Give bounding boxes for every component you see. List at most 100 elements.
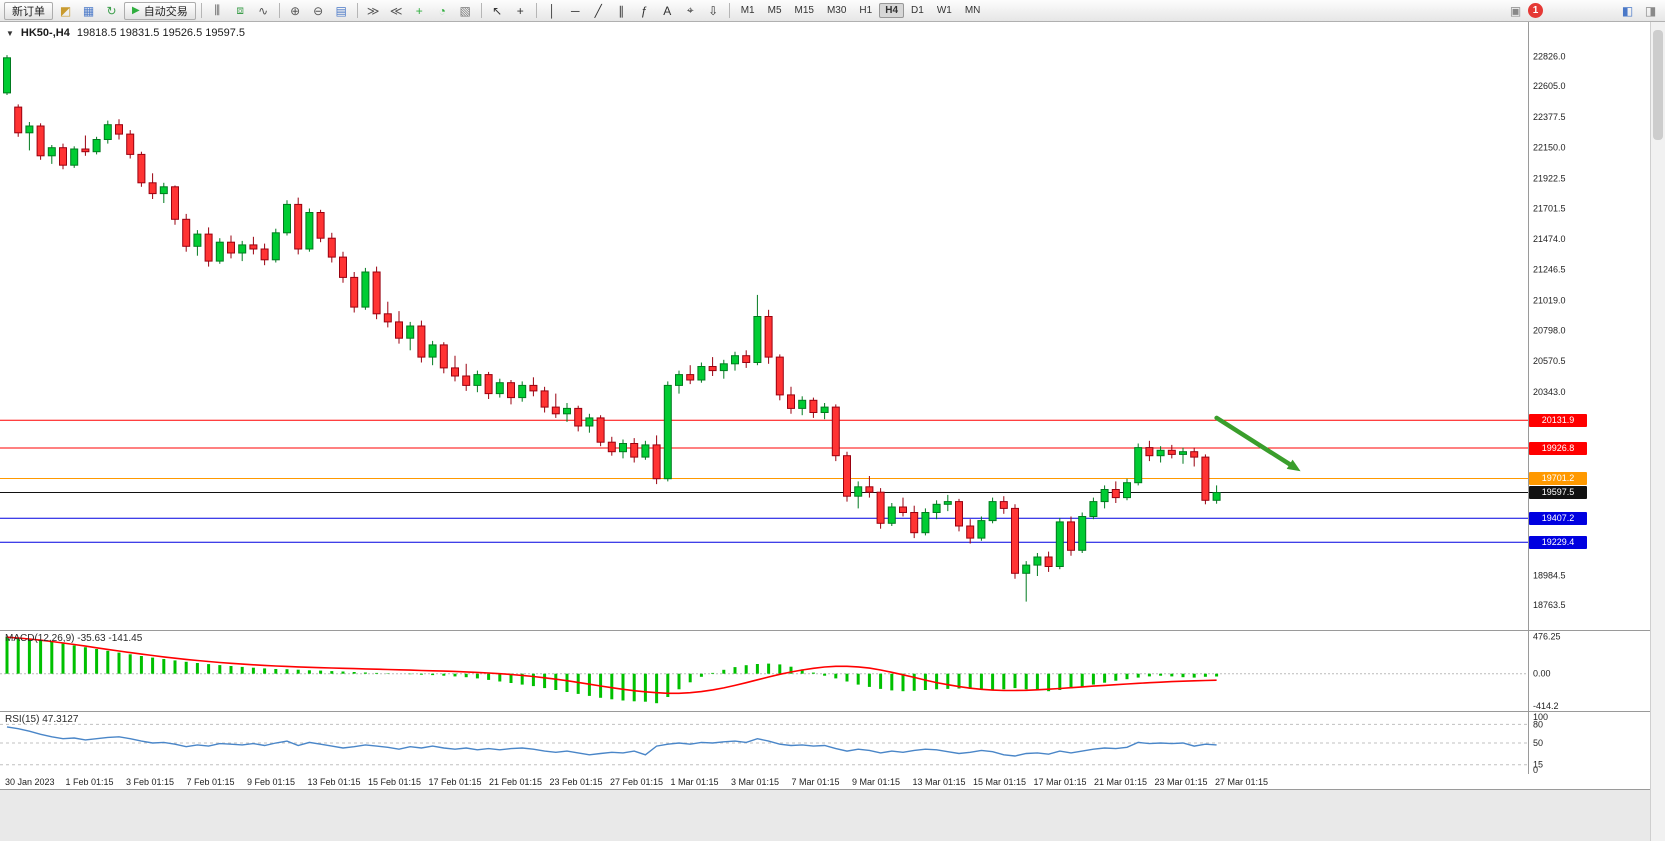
candle [1179, 451, 1187, 455]
crosshair-icon[interactable]: + [516, 3, 524, 18]
candle [417, 325, 426, 358]
candle [1156, 449, 1165, 457]
candle [350, 276, 359, 308]
candle [764, 316, 773, 358]
candle [641, 444, 650, 458]
candle [719, 363, 728, 372]
x-axis-label: 1 Feb 01:15 [65, 777, 114, 787]
price-level-badge: 19229.4 [1529, 535, 1587, 549]
candle [1145, 447, 1154, 457]
price-axis-border [1528, 22, 1529, 789]
candle [215, 241, 224, 262]
indicators-add-icon[interactable]: + [415, 3, 423, 18]
price-axis-tick: 22826.0 [1533, 51, 1566, 61]
timeframe-button-h1[interactable]: H1 [859, 5, 873, 16]
right-scrollbar[interactable] [1650, 22, 1665, 841]
pane-separator[interactable] [0, 630, 1650, 631]
timeframe-button-w1[interactable]: W1 [936, 5, 952, 16]
candle [775, 356, 784, 396]
candle [137, 153, 146, 184]
candle [182, 218, 191, 247]
profiles-icon[interactable]: ◩ [59, 3, 72, 18]
chart-shift-icon[interactable]: ≪ [389, 3, 403, 18]
cursor-icon[interactable]: ↖ [492, 3, 503, 18]
auto-trading-button[interactable]: ▶ 自动交易 [124, 1, 196, 20]
x-axis-label: 17 Mar 01:15 [1033, 777, 1087, 787]
candle [563, 407, 571, 415]
toolbar-separator [480, 3, 482, 18]
candle [932, 503, 941, 513]
price-axis-tick: 21701.5 [1533, 203, 1566, 213]
chart-collapse-icon[interactable]: ▼ [6, 28, 14, 38]
chart-ohlc-readout: 19818.5 19831.5 19526.5 19597.5 [76, 27, 246, 39]
price-axis-tick: 21922.5 [1533, 173, 1566, 183]
notification-badge[interactable]: 1 [1528, 3, 1543, 18]
main-toolbar: 新订单 ◩ ▦ ↻ ▶ 自动交易 ⫼ ⧈ ∿ ⊕ ⊖ ▤ ≫ ≪ + ◔ ▧ ↖ + │ ─ ╱ ∥ ƒ A ⌖ ⇩ M1 M5 M15 M… [0, 0, 1665, 22]
candle [809, 399, 818, 413]
timeframe-button-m1[interactable]: M1 [740, 5, 755, 16]
candle [955, 501, 963, 527]
x-axis-label: 3 Feb 01:15 [126, 777, 175, 787]
candle [25, 125, 34, 134]
candle [1089, 501, 1098, 518]
fibonacci-icon[interactable]: ƒ [640, 3, 648, 18]
x-axis-label: 21 Mar 01:15 [1094, 777, 1148, 787]
bar-chart-icon[interactable]: ⫼ [214, 3, 220, 17]
templates-icon[interactable]: ▧ [459, 3, 471, 18]
arrows-dropdown-icon[interactable]: ⇩ [708, 3, 719, 18]
timeframe-button-m30[interactable]: M30 [826, 5, 847, 16]
timeframe-button-m15[interactable]: M15 [794, 5, 814, 16]
x-axis-label: 21 Feb 01:15 [489, 777, 543, 787]
panel-right-icon[interactable]: ◨ [1644, 3, 1657, 18]
scrollbar-thumb[interactable] [1653, 30, 1663, 140]
horizontal-line-icon[interactable]: ─ [570, 3, 580, 18]
toolbar-separator [356, 3, 358, 18]
timeframe-button-m5[interactable]: M5 [767, 5, 782, 16]
market-watch-icon[interactable]: ▦ [82, 3, 95, 18]
candle [1100, 489, 1109, 503]
pane-separator[interactable] [0, 711, 1650, 712]
zoom-out-icon[interactable]: ⊖ [313, 3, 324, 18]
candle [260, 248, 269, 261]
news-icon[interactable]: ▣ [1509, 3, 1522, 18]
annotation-icon[interactable]: ⌖ [686, 3, 694, 17]
x-axis-label: 23 Feb 01:15 [549, 777, 603, 787]
macd-axis-tick: 0.00 [1533, 669, 1551, 679]
tile-windows-icon[interactable]: ▤ [335, 3, 347, 18]
timeframe-button-h4[interactable]: H4 [879, 3, 905, 18]
new-order-button[interactable]: 新订单 [4, 1, 53, 20]
zoom-in-icon[interactable]: ⊕ [290, 3, 301, 18]
candle [238, 244, 247, 254]
auto-scroll-icon[interactable]: ≫ [366, 3, 380, 18]
text-label-icon[interactable]: A [663, 3, 672, 18]
trend-arrow[interactable] [1214, 415, 1292, 467]
timeframe-switcher: M1 M5 M15 M30 H1 H4 D1 W1 MN [735, 3, 987, 18]
line-chart-icon[interactable]: ∿ [258, 3, 269, 18]
trendline-icon[interactable]: ╱ [594, 3, 602, 18]
price-axis-tick: 21246.5 [1533, 265, 1566, 275]
candle [294, 203, 303, 250]
macd-indicator-label: MACD(12,26,9) -35.63 -141.45 [5, 633, 143, 644]
candle [1212, 492, 1221, 501]
navigator-icon[interactable]: ↻ [106, 3, 117, 18]
candle [14, 106, 23, 134]
candle [227, 241, 235, 254]
panel-left-icon[interactable]: ◧ [1621, 3, 1634, 18]
timeframe-button-mn[interactable]: MN [964, 5, 981, 16]
price-axis-tick: 21019.0 [1533, 296, 1566, 306]
macd-axis-tick: 476.25 [1533, 632, 1561, 642]
x-axis-label: 7 Mar 01:15 [791, 777, 840, 787]
price-axis-tick: 20570.5 [1533, 356, 1566, 366]
rsi-axis-tick: 80 [1533, 719, 1543, 729]
price-axis-tick: 18984.5 [1533, 570, 1566, 580]
candle [1078, 516, 1087, 551]
vertical-line-icon[interactable]: │ [548, 3, 556, 18]
equidistant-channel-icon[interactable]: ∥ [618, 3, 625, 18]
x-axis[interactable]: 30 Jan 2023 1 Feb 01:15 3 Feb 01:15 7 Feb 0… [0, 774, 1650, 789]
period-clock-icon[interactable]: ◔ [438, 3, 446, 18]
candle [675, 374, 683, 386]
candlestick-chart-icon[interactable]: ⧈ [236, 3, 245, 17]
candle [854, 486, 863, 497]
candle [887, 506, 896, 524]
timeframe-button-d1[interactable]: D1 [911, 5, 924, 16]
